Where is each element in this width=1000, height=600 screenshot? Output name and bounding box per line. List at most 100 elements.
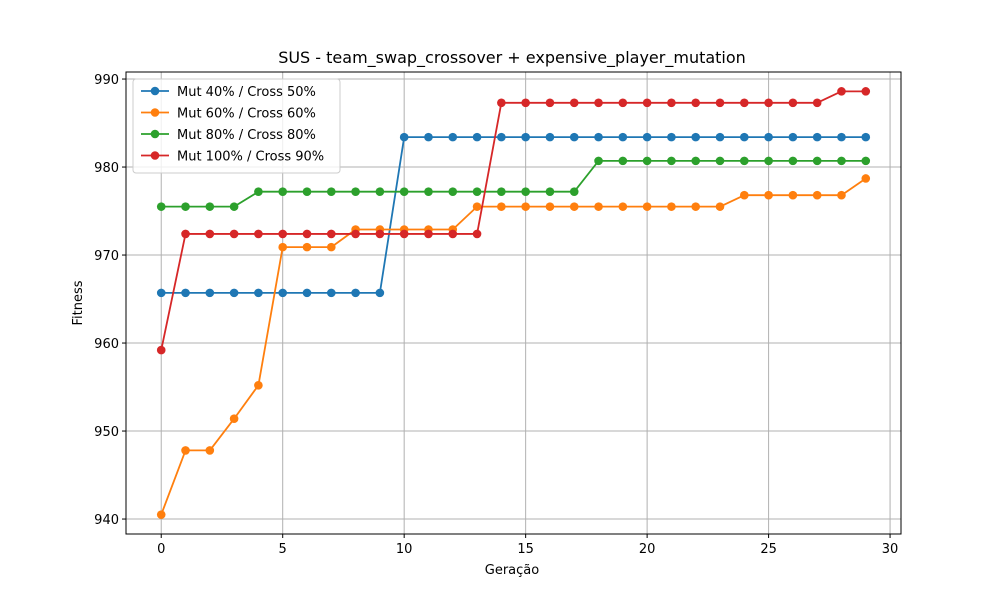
legend-marker: [150, 129, 160, 139]
data-point: [254, 229, 263, 239]
data-point: [618, 98, 628, 108]
data-point: [229, 288, 239, 298]
data-point: [156, 345, 166, 355]
data-point: [448, 229, 458, 239]
data-point: [642, 202, 652, 211]
data-point: [399, 187, 409, 196]
data-point: [399, 132, 409, 142]
data-point: [642, 156, 652, 166]
data-point: [351, 229, 360, 239]
data-point: [812, 98, 822, 108]
data-point: [739, 98, 749, 108]
data-point: [181, 229, 190, 239]
data-point: [545, 202, 555, 211]
data-point: [302, 229, 312, 239]
data-point: [181, 446, 190, 455]
data-point: [229, 414, 239, 424]
data-point: [739, 132, 749, 142]
data-point: [521, 98, 530, 108]
x-axis-label: Geração: [485, 563, 539, 578]
data-point: [399, 229, 409, 239]
legend-marker: [150, 151, 160, 160]
data-point: [642, 132, 652, 142]
x-tick-label: 5: [279, 542, 287, 557]
data-point: [861, 87, 871, 96]
data-point: [739, 156, 749, 166]
data-point: [764, 156, 773, 166]
legend-label: Mut 100% / Cross 90%: [177, 150, 324, 165]
data-point: [545, 98, 555, 108]
legend-label: Mut 60% / Cross 60%: [177, 107, 316, 122]
y-tick-label: 990: [94, 73, 119, 88]
data-point: [788, 190, 798, 200]
y-axis-label: Fitness: [71, 280, 86, 325]
series-3: [156, 156, 871, 211]
legend: Mut 40% / Cross 50% Mut 60% / Cross 60% Mu…: [132, 78, 341, 174]
data-point: [545, 132, 555, 142]
x-tick-label: 15: [517, 542, 534, 557]
plot-area: [156, 87, 871, 519]
axis-ticks: 0 5 10 15 20 25 30 940 950 960 970 980 990: [94, 73, 898, 557]
data-point: [618, 202, 628, 211]
data-point: [715, 98, 725, 108]
chart-title: SUS - team_swap_crossover + expensive_pl…: [278, 48, 746, 68]
data-point: [156, 202, 166, 211]
data-point: [229, 202, 239, 211]
x-tick-label: 20: [639, 542, 656, 557]
legend-item: Mut 40% / Cross 50%: [141, 85, 316, 100]
legend-label: Mut 80% / Cross 80%: [177, 128, 316, 143]
data-point: [569, 132, 579, 142]
data-point: [861, 156, 871, 166]
data-point: [812, 190, 822, 200]
legend-item: Mut 100% / Cross 90%: [141, 150, 324, 165]
data-point: [424, 229, 433, 239]
data-point: [302, 187, 312, 196]
data-point: [764, 190, 773, 200]
data-point: [691, 98, 701, 108]
x-tick-label: 10: [396, 542, 413, 557]
data-point: [375, 229, 385, 239]
data-point: [472, 229, 482, 239]
legend-box: [132, 78, 341, 174]
y-tick-label: 960: [94, 337, 119, 352]
data-point: [812, 132, 822, 142]
data-point: [278, 288, 288, 298]
data-point: [667, 202, 676, 211]
data-point: [764, 132, 773, 142]
data-point: [326, 229, 336, 239]
data-point: [618, 156, 628, 166]
data-point: [205, 229, 215, 239]
data-point: [497, 187, 506, 196]
data-point: [156, 510, 166, 519]
series-1: [156, 132, 871, 298]
data-point: [521, 132, 530, 142]
grid-lines: [126, 72, 901, 534]
legend-item: Mut 80% / Cross 80%: [141, 128, 316, 143]
data-point: [837, 156, 846, 166]
data-point: [715, 156, 725, 166]
data-point: [302, 288, 312, 298]
data-point: [497, 98, 506, 108]
data-point: [594, 132, 603, 142]
data-point: [569, 187, 579, 196]
legend-label: Mut 40% / Cross 50%: [177, 85, 316, 100]
data-point: [837, 132, 846, 142]
data-point: [618, 132, 628, 142]
y-tick-label: 980: [94, 161, 119, 176]
data-point: [278, 229, 288, 239]
data-point: [788, 98, 798, 108]
data-point: [764, 98, 773, 108]
legend-item: Mut 60% / Cross 60%: [141, 107, 316, 122]
data-point: [351, 187, 360, 196]
data-point: [667, 156, 676, 166]
series-4: [156, 87, 871, 355]
data-point: [448, 132, 458, 142]
data-point: [375, 187, 385, 196]
data-point: [594, 202, 603, 211]
data-point: [715, 132, 725, 142]
data-point: [569, 98, 579, 108]
data-point: [326, 242, 336, 252]
data-point: [521, 187, 530, 196]
data-point: [569, 202, 579, 211]
